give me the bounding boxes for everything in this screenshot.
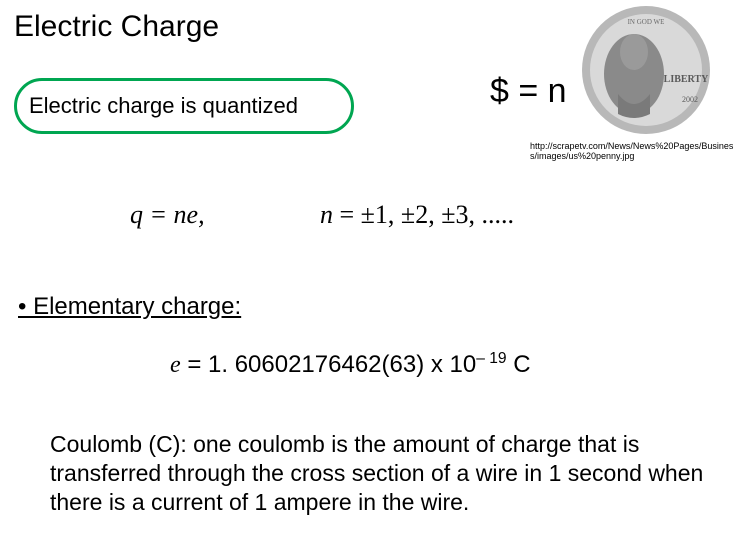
- elementary-charge-label: • Elementary charge:: [18, 293, 241, 320]
- dollars-equals-n: $ = n: [490, 72, 567, 111]
- formula-q-ne: q = ne,: [130, 200, 205, 230]
- callout-text: Electric charge is quantized: [29, 93, 298, 119]
- formula-n-values: n = ±1, ±2, ±3, .....: [320, 200, 514, 230]
- e-mantissa: = 1. 60602176462(63) x 10: [181, 351, 477, 378]
- callout-box: Electric charge is quantized: [14, 78, 354, 134]
- svg-text:IN GOD WE: IN GOD WE: [628, 18, 665, 26]
- page-title: Electric Charge: [14, 10, 219, 44]
- image-url-text: http://scrapetv.com/News/News%20Pages/Bu…: [530, 142, 740, 162]
- formula-n-symbol: n: [320, 200, 333, 229]
- svg-text:2002: 2002: [682, 95, 698, 104]
- formula-n-list: = ±1, ±2, ±3, .....: [333, 200, 514, 229]
- elementary-charge-bullet: • Elementary charge:: [18, 293, 241, 321]
- elementary-charge-value: e = 1. 60602176462(63) x 10– 19 C: [170, 350, 531, 379]
- coulomb-definition: Coulomb (C): one coulomb is the amount o…: [50, 430, 710, 516]
- penny-image: IN GOD WE LIBERTY 2002: [580, 4, 712, 136]
- svg-text:LIBERTY: LIBERTY: [664, 74, 709, 85]
- e-unit: C: [507, 351, 531, 378]
- e-symbol: e: [170, 352, 181, 378]
- e-exponent: – 19: [476, 350, 506, 367]
